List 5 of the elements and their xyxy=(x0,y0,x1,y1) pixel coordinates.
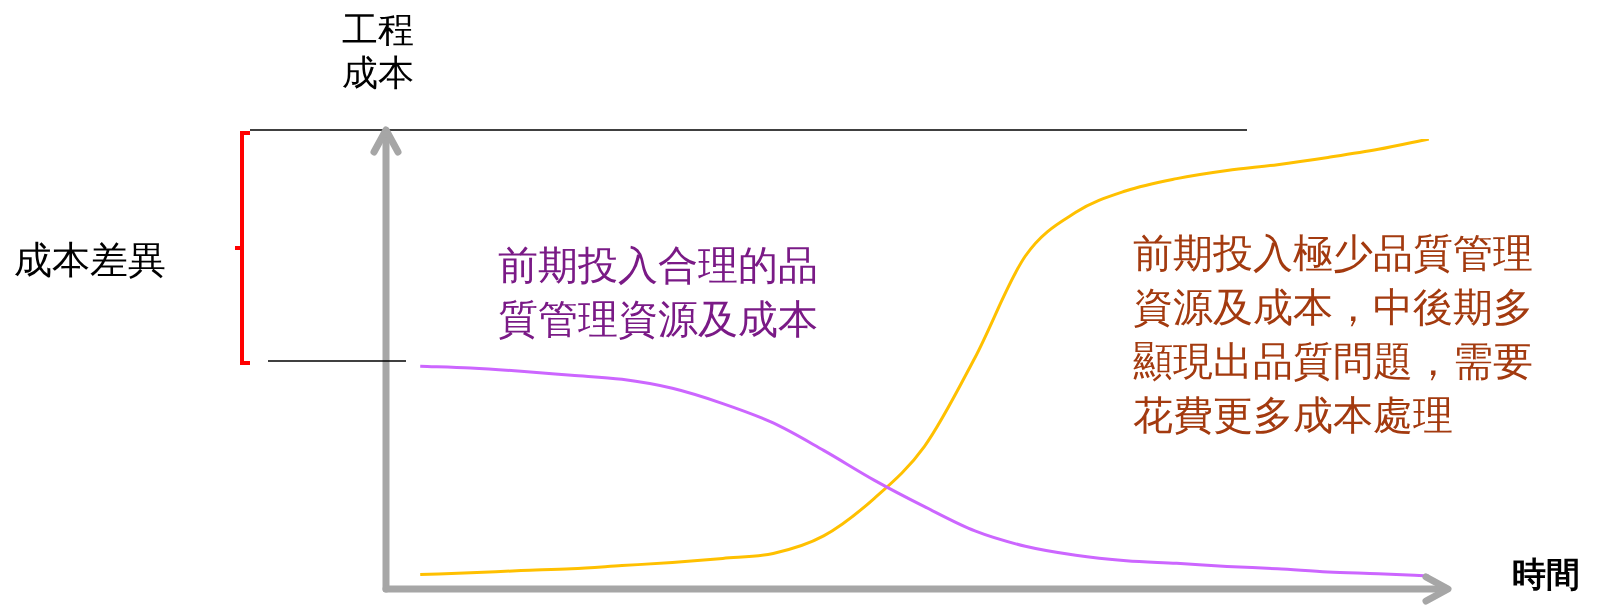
x-axis-title: 時間 xyxy=(1512,553,1580,596)
annotation: 前期投入合理的品質管理資源及成本 xyxy=(498,241,819,344)
y-axis-title: 工程成本 xyxy=(341,8,415,95)
annotation: 前期投入極少品質管理資源及成本，中後期多顯現出品質問題，需要花費更多成本處理 xyxy=(1133,229,1534,440)
text: 成本差異 xyxy=(14,237,166,284)
